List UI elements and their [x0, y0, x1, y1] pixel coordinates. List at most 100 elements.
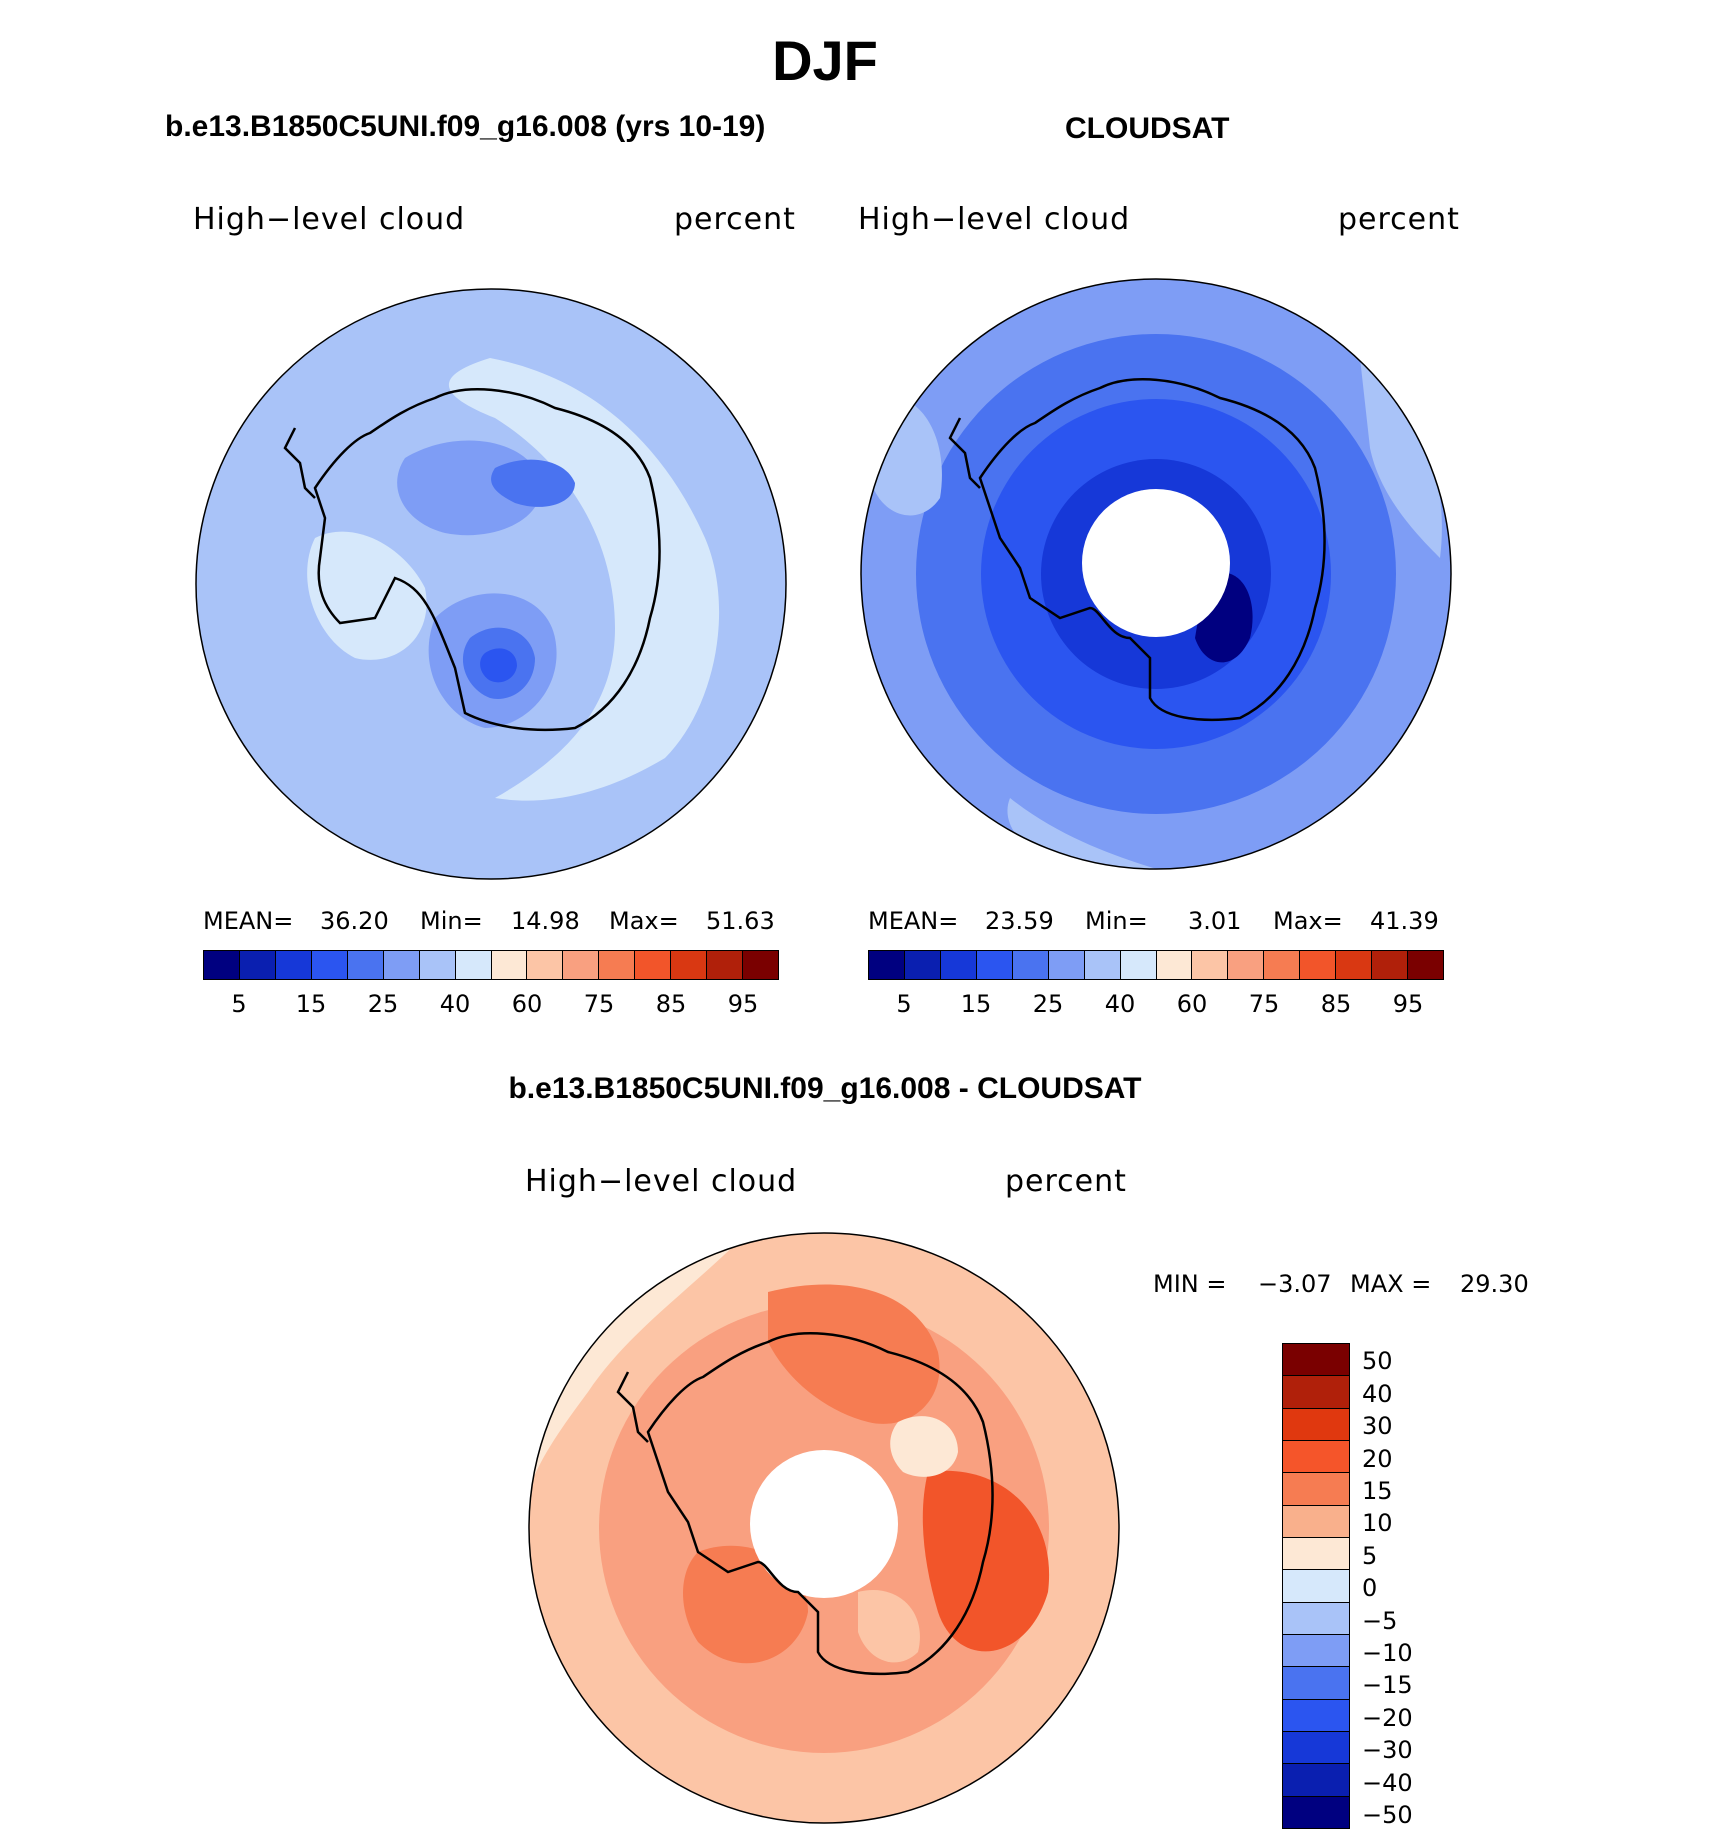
model-panel-title: b.e13.B1850C5UNI.f09_g16.008 (yrs 10-19)	[165, 110, 766, 143]
diff-map-border	[528, 1232, 1120, 1824]
model-map-border	[195, 288, 787, 880]
model-mean-label: MEAN=	[203, 907, 294, 935]
model-colorbar-tick-label: 85	[655, 990, 687, 1018]
model-colorbar-tick-label: 15	[295, 990, 327, 1018]
season-title: DJF	[772, 29, 878, 92]
obs-colorbar-tick-label: 75	[1248, 990, 1280, 1018]
obs-max-label: Max=	[1273, 907, 1343, 935]
obs-colorbar-tick-label: 95	[1392, 990, 1424, 1018]
diff-colorbar-swatch	[1283, 1505, 1349, 1538]
model-mean-value: 36.20	[320, 907, 389, 935]
model-max-label: Max=	[609, 907, 679, 935]
model-colorbar-swatch	[707, 951, 744, 979]
diff-colorbar-ticks: 50 40 30 20 15 10 5 0 −5 −10 −15 −20 −30 −40 −50	[1362, 1343, 1442, 1829]
obs-colorbar-swatch	[904, 951, 941, 979]
model-colorbar-tick-label: 25	[367, 990, 399, 1018]
model-colorbar-ticks: 5 15 25 40 60 75 85 95	[203, 990, 779, 1020]
obs-colorbar-swatch	[1120, 951, 1157, 979]
obs-colorbar	[868, 950, 1444, 980]
obs-variable-label: High−level cloud	[858, 202, 1131, 237]
diff-colorbar-swatch	[1283, 1344, 1349, 1377]
model-colorbar-swatch	[204, 951, 240, 979]
obs-polar-map	[860, 278, 1452, 870]
model-colorbar-tick-label: 95	[727, 990, 759, 1018]
obs-colorbar-swatch	[1228, 951, 1265, 979]
model-colorbar-swatch	[491, 951, 528, 979]
obs-colorbar-swatch	[1048, 951, 1085, 979]
diff-field-light-spot	[890, 1416, 958, 1477]
model-colorbar-swatch	[275, 951, 312, 979]
obs-colorbar-tick-label: 5	[896, 990, 912, 1018]
model-field-light-region	[448, 358, 720, 801]
diff-max-label: MAX =	[1350, 1270, 1432, 1298]
diff-max-value: 29.30	[1460, 1270, 1529, 1298]
obs-max-value: 41.39	[1370, 907, 1439, 935]
model-colorbar	[203, 950, 779, 980]
diff-panel-title: b.e13.B1850C5UNI.f09_g16.008 - CLOUDSAT	[508, 1072, 1142, 1105]
model-colorbar-tick-label: 5	[231, 990, 247, 1018]
obs-colorbar-ticks: 5 15 25 40 60 75 85 95	[868, 990, 1444, 1020]
obs-colorbar-swatch	[1264, 951, 1301, 979]
diff-colorbar	[1282, 1343, 1350, 1829]
obs-colorbar-swatch	[1012, 951, 1049, 979]
obs-colorbar-swatch	[940, 951, 977, 979]
model-field-core-region	[480, 648, 517, 683]
obs-colorbar-swatch	[1372, 951, 1409, 979]
model-field-light-region-west	[307, 531, 427, 660]
obs-units-label: percent	[1338, 202, 1460, 237]
model-colorbar-swatch	[599, 951, 636, 979]
obs-mean-value: 23.59	[985, 907, 1054, 935]
diff-colorbar-tick-label: −5	[1362, 1606, 1398, 1635]
model-variable-label: High−level cloud	[193, 202, 466, 237]
model-colorbar-swatch	[311, 951, 348, 979]
diff-colorbar-tick-label: −20	[1362, 1703, 1413, 1732]
diff-colorbar-tick-label: −50	[1362, 1801, 1413, 1829]
diff-colorbar-swatch	[1283, 1408, 1349, 1441]
diff-colorbar-swatch	[1283, 1796, 1349, 1828]
diff-colorbar-tick-label: −10	[1362, 1639, 1413, 1667]
diff-colorbar-tick-label: −15	[1362, 1671, 1413, 1700]
obs-antarctica-coastline	[978, 378, 1326, 722]
obs-min-label: Min=	[1085, 907, 1148, 935]
obs-map-border	[860, 278, 1452, 870]
diff-colorbar-swatch	[1283, 1699, 1349, 1732]
obs-colorbar-swatch	[976, 951, 1013, 979]
model-colorbar-swatch	[455, 951, 492, 979]
diff-min-label: MIN =	[1153, 1270, 1227, 1298]
diff-colorbar-tick-label: 40	[1362, 1379, 1393, 1408]
obs-mean-label: MEAN=	[868, 907, 959, 935]
model-polar-map	[195, 288, 787, 880]
model-min-label: Min=	[420, 907, 483, 935]
diff-polar-hole	[750, 1450, 898, 1598]
diff-polar-map	[528, 1232, 1120, 1824]
model-colorbar-tick-label: 60	[511, 990, 543, 1018]
diff-field-hot-east	[922, 1470, 1050, 1652]
obs-colorbar-tick-label: 85	[1320, 990, 1352, 1018]
model-antarctica-coastline	[313, 388, 661, 732]
diff-colorbar-tick-label: 20	[1362, 1444, 1393, 1473]
diff-colorbar-swatch	[1283, 1570, 1349, 1603]
diff-field-warm-north	[768, 1284, 940, 1424]
diff-colorbar-swatch	[1283, 1376, 1349, 1409]
diff-colorbar-tick-label: 5	[1362, 1541, 1378, 1570]
model-units-label: percent	[674, 202, 796, 237]
diff-colorbar-tick-label: 30	[1362, 1412, 1393, 1441]
diff-colorbar-swatch	[1283, 1602, 1349, 1635]
obs-peninsula-coastline	[948, 417, 981, 489]
model-colorbar-swatch	[527, 951, 564, 979]
obs-colorbar-tick-label: 60	[1176, 990, 1208, 1018]
obs-min-value: 3.01	[1188, 907, 1242, 935]
obs-colorbar-swatch	[1084, 951, 1121, 979]
model-colorbar-swatch	[563, 951, 600, 979]
diff-colorbar-swatch	[1283, 1537, 1349, 1571]
model-colorbar-swatch	[743, 951, 778, 979]
obs-polar-hole	[1082, 489, 1230, 637]
model-colorbar-swatch	[347, 951, 384, 979]
diff-variable-label: High−level cloud	[525, 1164, 798, 1199]
model-colorbar-swatch	[239, 951, 276, 979]
diff-colorbar-tick-label: −40	[1362, 1768, 1413, 1797]
diff-units-label: percent	[1005, 1164, 1127, 1199]
diff-antarctica-coastline	[646, 1332, 994, 1676]
obs-field-light-east	[1360, 358, 1442, 558]
obs-colorbar-swatch	[1408, 951, 1443, 979]
